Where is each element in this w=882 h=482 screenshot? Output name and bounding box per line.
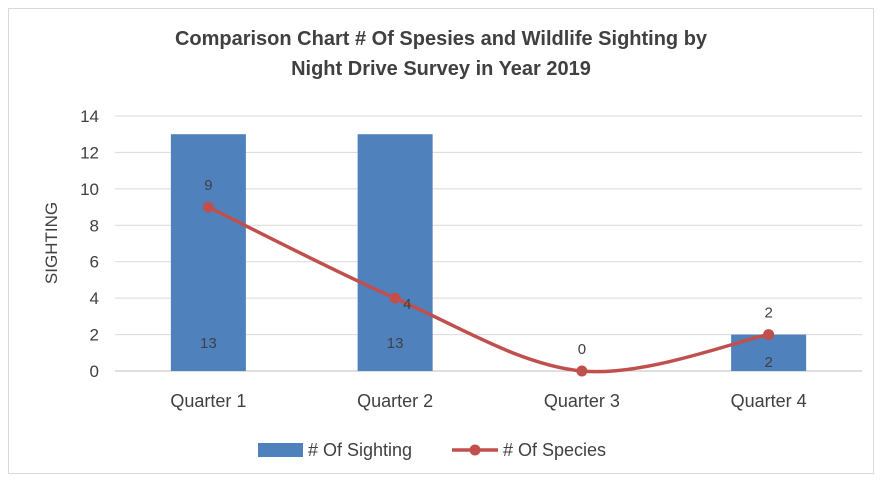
line-data-label: 2 <box>764 305 772 322</box>
chart-title-line-1: Comparison Chart # Of Spesies and Wildli… <box>174 28 708 50</box>
bar-series <box>170 134 807 371</box>
chart-frame <box>8 8 874 474</box>
x-tick-label: Quarter 1 <box>170 391 246 411</box>
line-data-label: 0 <box>578 341 586 358</box>
line-series <box>202 201 775 377</box>
line-marker <box>576 365 588 377</box>
legend-label-sighting: # Of Sighting <box>308 440 412 460</box>
data-labels: 13 13 2 9 4 0 2 <box>200 177 773 371</box>
legend-marker-species <box>469 444 481 456</box>
line-marker <box>389 292 401 304</box>
bar-data-label: 2 <box>764 354 772 371</box>
x-tick-label: Quarter 4 <box>731 391 807 411</box>
legend-swatch-sighting <box>258 443 303 457</box>
species-line <box>206 205 771 374</box>
x-tick-label: Quarter 3 <box>544 391 620 411</box>
line-marker <box>202 201 214 213</box>
y-tick-label: 2 <box>90 326 99 345</box>
y-tick-label: 12 <box>80 143 99 162</box>
x-tick-label: Quarter 2 <box>357 391 433 411</box>
bar-data-label: 13 <box>387 335 404 352</box>
y-tick-label: 4 <box>90 289 99 308</box>
x-axis-ticks: Quarter 1 Quarter 2 Quarter 3 Quarter 4 <box>170 391 806 411</box>
y-tick-label: 8 <box>90 216 99 235</box>
y-tick-label: 14 <box>80 107 99 126</box>
legend: # Of Sighting # Of Species <box>258 440 606 460</box>
legend-label-species: # Of Species <box>503 440 606 460</box>
bar <box>170 134 246 371</box>
line-data-label: 9 <box>204 177 212 194</box>
bar <box>357 134 433 371</box>
line-marker <box>763 329 775 341</box>
bar-data-label: 13 <box>200 335 217 352</box>
y-tick-label: 6 <box>90 253 99 272</box>
y-tick-label: 10 <box>80 180 99 199</box>
y-tick-label: 0 <box>90 362 99 381</box>
chart-title-line-2: Night Drive Survey in Year 2019 <box>291 58 591 80</box>
y-axis-ticks: 0 2 4 6 8 10 12 14 <box>80 107 99 381</box>
line-data-label: 4 <box>403 296 411 313</box>
y-axis-label: SIGHTING <box>42 202 61 284</box>
chart-title: Comparison Chart # Of Spesies and Wildli… <box>0 24 882 84</box>
